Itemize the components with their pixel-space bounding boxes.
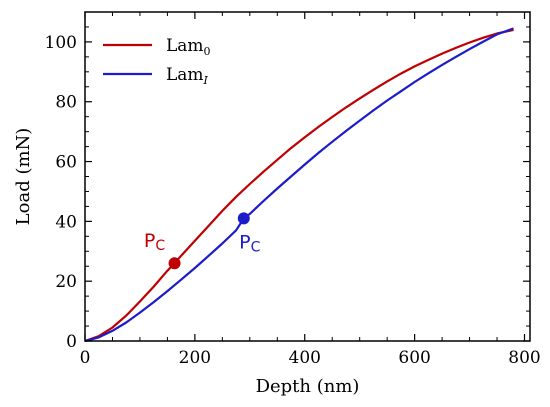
x-axis-label: Depth (nm) [256,376,360,397]
x-tick-label: 400 [289,348,321,368]
annotations-layer: PC PC [144,212,261,270]
plot-layer [84,27,514,343]
y-tick-label: 0 [66,332,77,352]
critical-point-label-1: PC [239,231,260,255]
series-line-1 [84,27,514,343]
x-tick-label: 200 [179,348,211,368]
series-line-0 [84,28,514,343]
x-tick-label: 600 [398,348,430,368]
y-tick-label: 80 [55,93,77,113]
y-tick-label: 100 [45,33,77,53]
x-tick-label: 800 [508,348,540,368]
critical-point-label-0: PC [144,230,165,254]
plot-frame [84,11,531,342]
y-tick-label: 60 [55,153,77,173]
legend-label-0: Lam0 [166,36,211,58]
critical-point-marker-0 [168,257,181,270]
legend-label-1: LamI [166,65,209,87]
legend: Lam0 LamI [103,36,211,87]
y-tick-label: 40 [55,212,77,232]
critical-point-marker-1 [237,212,250,225]
x-tick-label: 0 [80,348,91,368]
ticks-layer: 0 200 400 600 800 0 20 40 60 80 100 [45,12,541,368]
y-axis-label: Load (mN) [13,128,34,226]
y-tick-label: 20 [55,272,77,292]
